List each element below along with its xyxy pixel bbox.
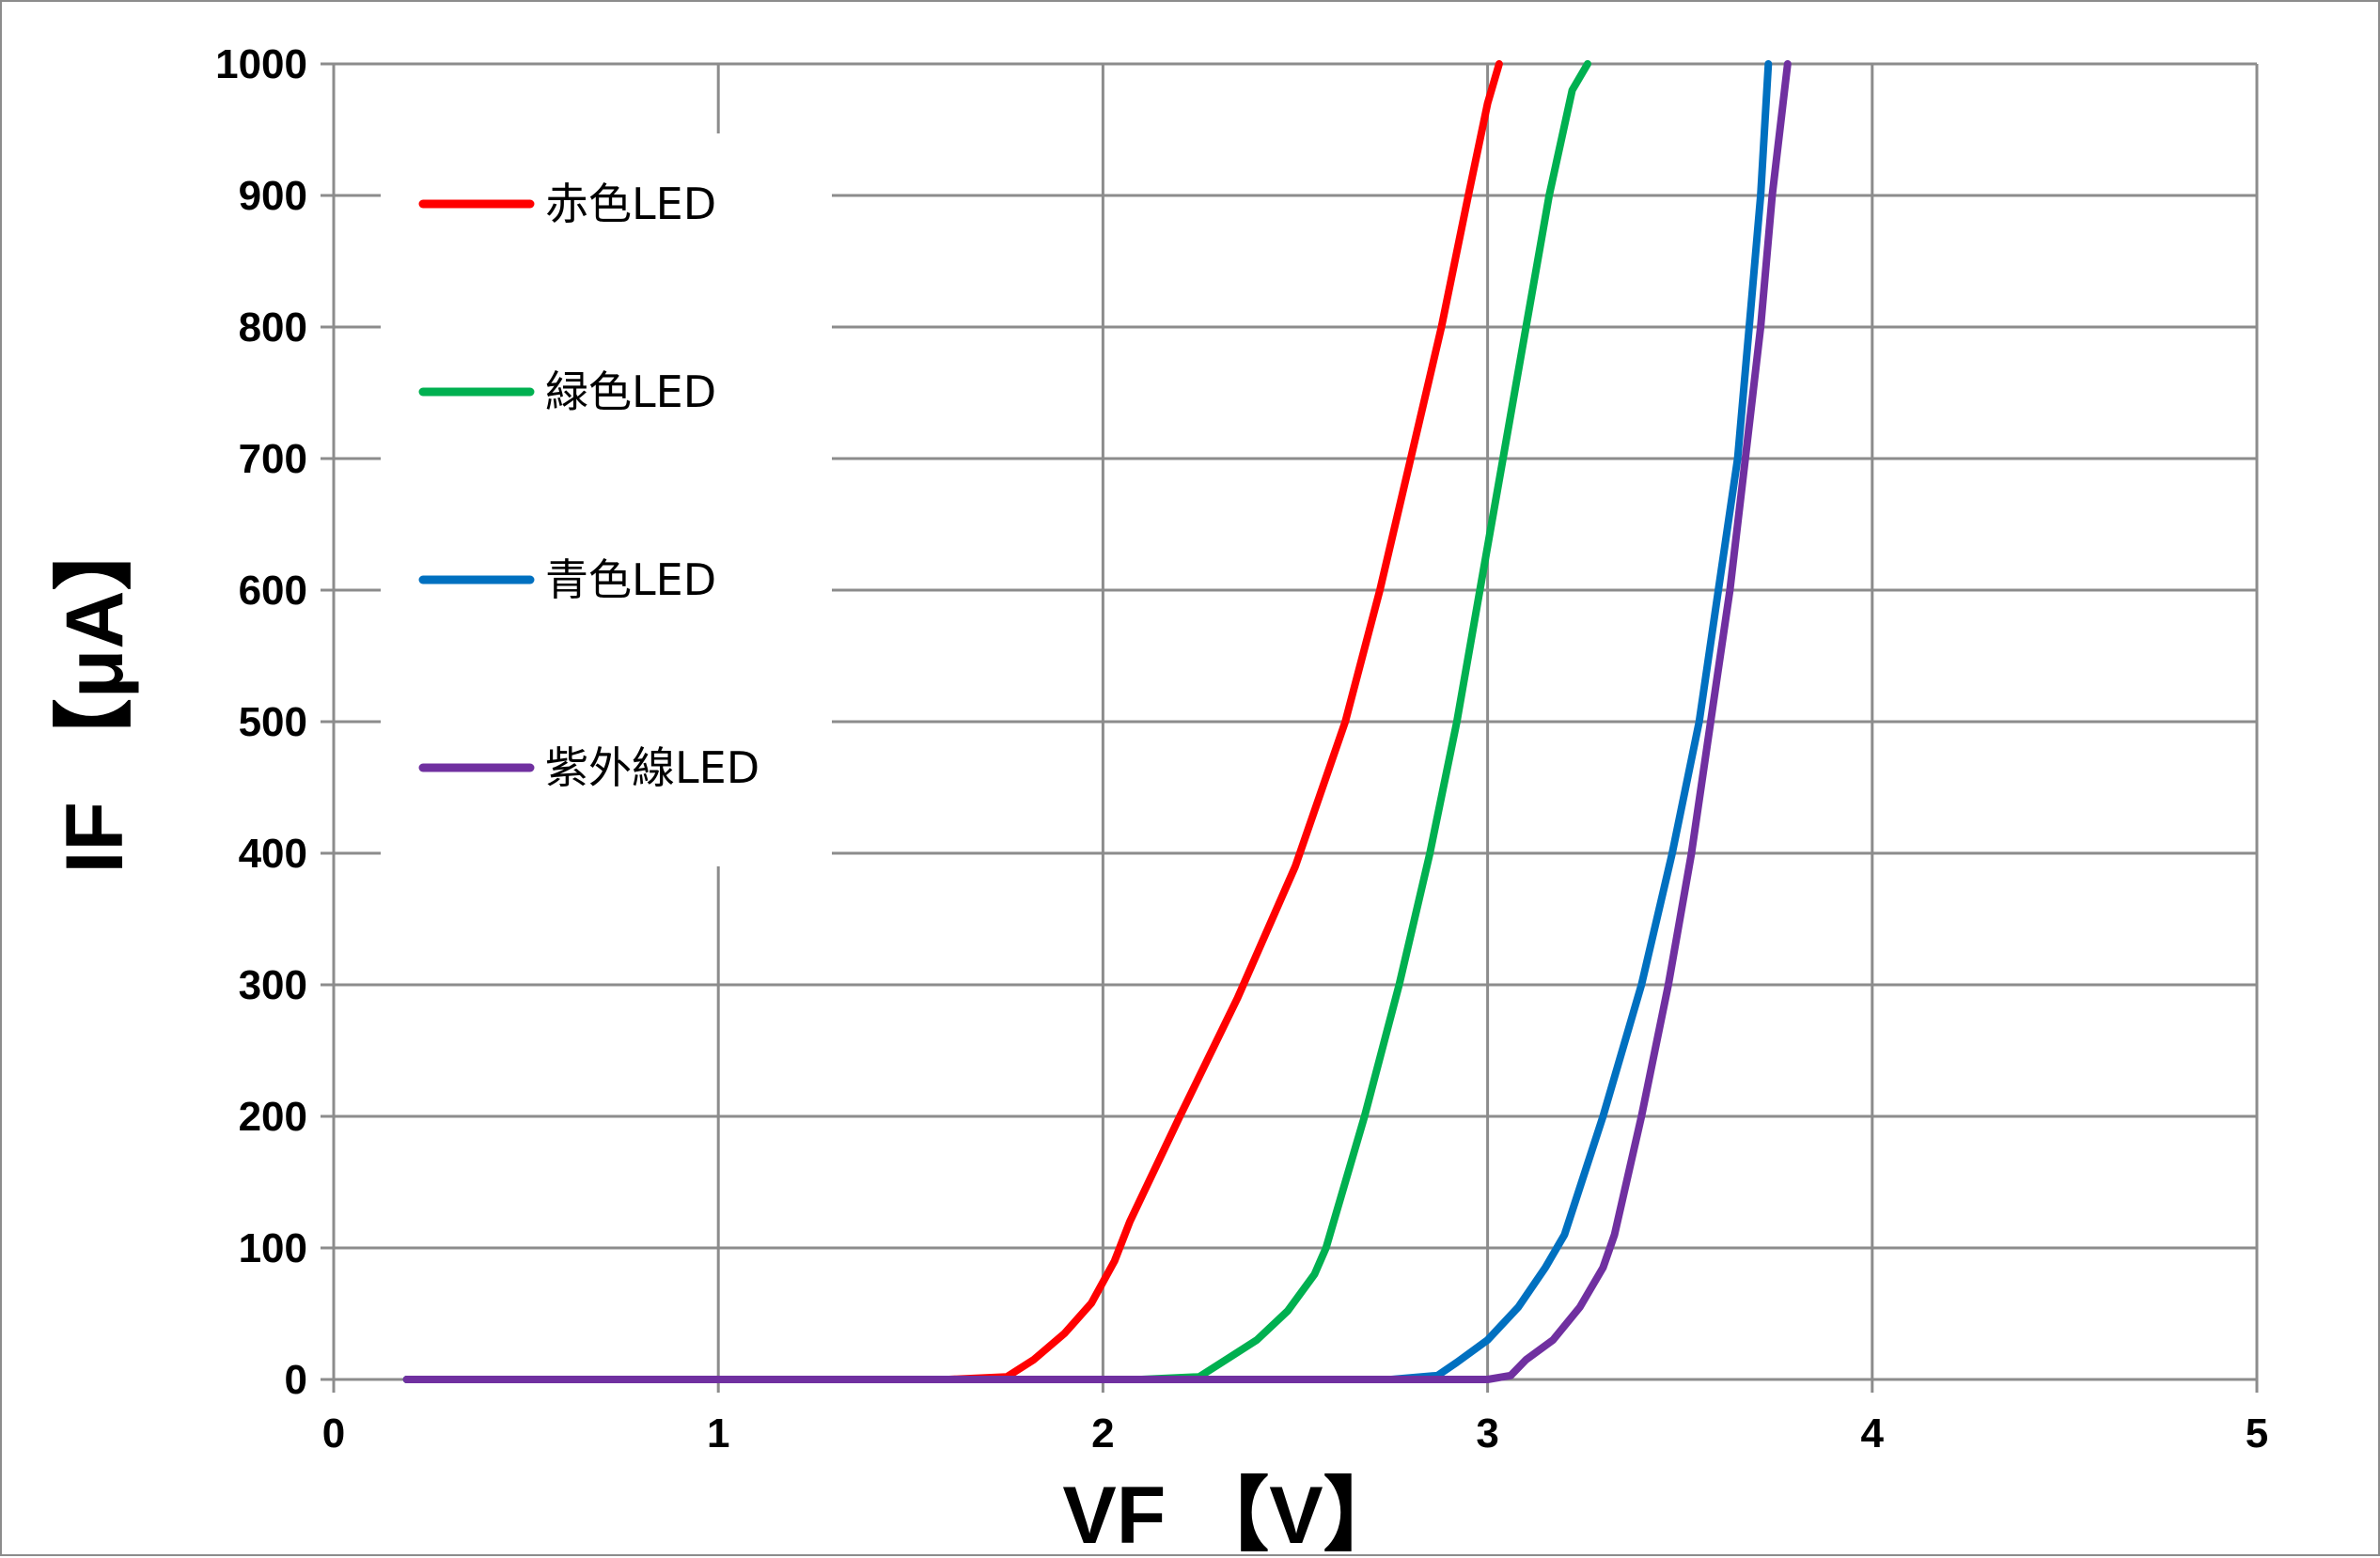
series-line: [402, 60, 1773, 1383]
series-line: [402, 60, 1792, 1383]
legend-label: 青色LED: [545, 554, 716, 605]
x-tick-label: 2: [1091, 1410, 1114, 1457]
x-tick-label: 4: [1861, 1410, 1885, 1457]
y-tick-label: 200: [239, 1094, 307, 1140]
legend-label: 緑色LED: [545, 366, 716, 417]
y-tick-label: 600: [239, 568, 307, 614]
y-tick-label: 100: [239, 1225, 307, 1271]
x-tick-label: 0: [322, 1410, 345, 1457]
x-tick-label: 5: [2246, 1410, 2268, 1457]
y-tick-label: 900: [239, 173, 307, 219]
y-tick-label: 300: [239, 962, 307, 1008]
x-tick-label: 3: [1476, 1410, 1498, 1457]
legend: 赤色LED 緑色LED 青色LED 紫外線LED: [381, 133, 832, 866]
y-tick-label: 500: [239, 699, 307, 745]
y-tick-label: 400: [239, 831, 307, 877]
series-lines: [402, 60, 1792, 1383]
y-tick-label: 700: [239, 436, 307, 482]
legend-label: 赤色LED: [545, 179, 716, 229]
legend-background: [381, 133, 832, 866]
x-axis-title: VF 【V】: [1062, 1471, 1403, 1558]
y-axis-title: IF 【μA】: [50, 509, 140, 873]
series-line: [402, 60, 1591, 1383]
y-tick-label: 800: [239, 304, 307, 351]
y-tick-label: 0: [285, 1357, 307, 1403]
y-tick-label: 1000: [215, 41, 307, 87]
legend-label: 紫外線LED: [545, 742, 759, 793]
series-line: [402, 60, 1503, 1383]
x-tick-label: 1: [707, 1410, 729, 1457]
